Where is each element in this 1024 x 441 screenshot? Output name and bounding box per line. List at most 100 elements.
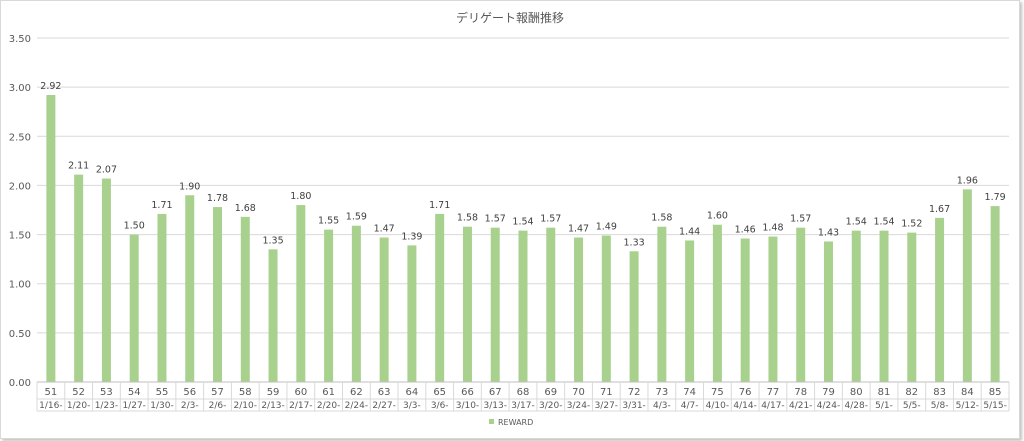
data-label: 1.78 [207,193,228,204]
data-label: 1.43 [818,227,839,238]
x-category-date: 1/23- [95,401,118,411]
bar [685,240,695,382]
legend: REWARD [489,418,533,427]
data-label: 1.67 [929,204,950,215]
bar [74,174,84,382]
y-tick-label: 2.00 [9,181,31,192]
data-label: 1.59 [346,212,367,223]
bar [46,95,56,383]
x-category-date: 2/13- [261,401,284,411]
x-category-number: 82 [905,387,918,398]
data-label: 1.44 [679,226,700,237]
x-category-date: 5/1- [875,401,893,411]
y-tick-label: 1.50 [9,231,31,242]
bar [490,227,500,382]
x-category-number: 76 [739,387,752,398]
data-label: 1.46 [735,225,756,236]
data-label: 1.57 [540,214,561,225]
x-category-date: 3/13- [483,401,506,411]
x-category-date: 2/10- [234,401,257,411]
y-tick-label: 2.50 [9,132,31,143]
x-category-number: 71 [600,387,613,398]
y-tick-label: 1.00 [9,280,31,291]
x-category-date: 3/17- [511,401,534,411]
x-category-number: 81 [878,387,891,398]
x-axis: 51 1/16- 52 1/20- 53 1/23- 54 1/27- 55 1/30- 56 2/3… [36,381,1010,412]
x-category-number: 58 [239,387,252,398]
x-category-date: 2/27- [372,401,395,411]
x-category-date: 4/3- [653,401,671,411]
x-category-number: 65 [433,387,446,398]
data-label: 2.92 [40,81,61,92]
x-category-number: 61 [322,387,335,398]
x-category-date: 4/21- [789,401,812,411]
data-label: 1.55 [318,216,339,227]
x-category-number: 80 [850,387,863,398]
y-tick-label: 3.00 [9,83,31,94]
data-label: 1.49 [596,222,617,233]
bar [296,205,306,382]
data-label: 1.80 [290,191,311,202]
bar [851,230,861,382]
data-label: 1.48 [762,223,783,234]
bar [157,213,167,382]
bar [129,234,139,382]
x-category-date: 4/10- [706,401,729,411]
bar [962,189,972,382]
bar [907,232,917,382]
bar [601,235,611,382]
data-label: 1.50 [124,221,145,232]
legend-label: REWARD [498,418,533,427]
x-category-date: 2/6- [209,401,227,411]
x-category-date: 5/12- [956,401,979,411]
x-category-number: 73 [655,387,668,398]
x-category-date: 4/28- [845,401,868,411]
x-category-date: 5/8- [931,401,949,411]
bar [796,227,806,382]
x-category-date: 3/24- [567,401,590,411]
data-label: 1.54 [846,217,867,228]
x-category-date: 3/20- [539,401,562,411]
x-category-date: 1/16- [39,401,62,411]
bar [823,241,833,382]
bar [990,206,1000,382]
y-axis-ticks: 0.00 0.50 1.00 1.50 2.00 2.50 3.00 3.50 [9,34,31,389]
data-label: 2.07 [96,165,117,176]
x-category-date: 2/3- [181,401,199,411]
data-label: 1.47 [568,224,589,235]
x-category-number: 78 [794,387,807,398]
data-label: 1.79 [985,192,1006,203]
data-label: 1.52 [901,219,922,230]
x-category-date: 5/15- [983,401,1006,411]
x-category-number: 63 [378,387,391,398]
bar [435,213,445,382]
bar [740,238,750,382]
bar [879,230,889,382]
bar [351,225,361,382]
bar [546,227,556,382]
data-label: 2.11 [68,161,89,172]
bar [574,237,584,382]
x-category-date: 2/20- [317,401,340,411]
x-category-number: 56 [183,387,196,398]
x-category-number: 72 [628,387,641,398]
x-category-number: 60 [294,387,307,398]
x-category-date: 4/24- [817,401,840,411]
bar [324,229,334,382]
bar [240,216,250,382]
x-category-number: 69 [544,387,557,398]
x-category-date: 2/24- [345,401,368,411]
bar [629,251,639,382]
data-label: 1.58 [651,213,672,224]
data-label: 1.47 [374,224,395,235]
x-category-number: 51 [45,387,58,398]
data-label: 1.39 [401,231,422,242]
bar [935,217,945,382]
x-category-date: 3/27- [595,401,618,411]
data-label: 1.96 [957,175,978,186]
x-category-number: 55 [156,387,169,398]
y-tick-label: 0.00 [9,378,31,389]
bar [462,226,472,382]
x-category-number: 70 [572,387,585,398]
